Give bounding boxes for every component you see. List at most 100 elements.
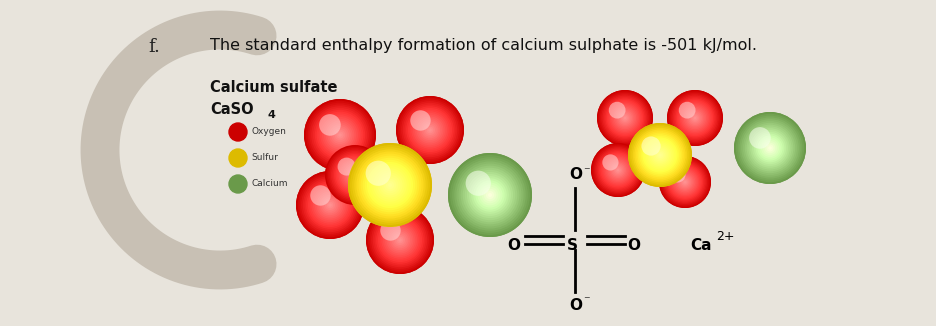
Circle shape (685, 108, 705, 128)
Circle shape (612, 105, 637, 131)
Circle shape (765, 142, 775, 154)
Circle shape (318, 193, 342, 217)
Circle shape (675, 171, 695, 192)
Circle shape (417, 116, 444, 143)
Circle shape (679, 102, 695, 119)
Text: 2+: 2+ (716, 230, 735, 243)
Circle shape (608, 101, 642, 135)
Circle shape (738, 116, 802, 180)
Circle shape (319, 114, 341, 136)
Circle shape (310, 104, 371, 166)
Text: Ca: Ca (690, 238, 711, 253)
Text: 4: 4 (268, 110, 276, 120)
Circle shape (592, 144, 644, 196)
Circle shape (310, 185, 350, 225)
Circle shape (641, 136, 680, 174)
Circle shape (652, 147, 668, 163)
Circle shape (649, 144, 671, 166)
Circle shape (369, 164, 411, 206)
Circle shape (641, 137, 661, 156)
Circle shape (673, 170, 696, 194)
Circle shape (482, 186, 498, 203)
Circle shape (659, 156, 711, 208)
Circle shape (452, 157, 528, 233)
Text: Oxygen: Oxygen (251, 127, 285, 137)
Circle shape (380, 220, 420, 260)
Circle shape (469, 174, 511, 216)
Circle shape (767, 144, 773, 152)
Circle shape (459, 164, 521, 227)
Circle shape (322, 117, 358, 153)
Circle shape (313, 188, 347, 222)
Circle shape (402, 101, 459, 159)
Text: f.: f. (148, 38, 160, 56)
Circle shape (457, 161, 523, 229)
Circle shape (395, 235, 405, 245)
Circle shape (623, 117, 626, 119)
Circle shape (429, 128, 431, 132)
Circle shape (378, 218, 422, 262)
Circle shape (630, 125, 691, 185)
Circle shape (301, 176, 358, 234)
Circle shape (327, 201, 333, 208)
Circle shape (681, 178, 689, 186)
Circle shape (617, 169, 620, 171)
Circle shape (377, 172, 402, 198)
Circle shape (677, 100, 713, 136)
Circle shape (642, 137, 678, 172)
Circle shape (739, 117, 800, 179)
Circle shape (471, 176, 509, 214)
Circle shape (462, 168, 518, 222)
Circle shape (680, 177, 690, 187)
Circle shape (671, 94, 719, 142)
Circle shape (601, 94, 649, 142)
Circle shape (311, 106, 369, 164)
Circle shape (763, 141, 777, 155)
Circle shape (373, 213, 427, 267)
Circle shape (334, 130, 345, 141)
Circle shape (665, 162, 705, 201)
Circle shape (380, 220, 401, 241)
Text: Calcium sulfate: Calcium sulfate (210, 80, 338, 95)
Circle shape (363, 158, 417, 212)
Circle shape (355, 149, 426, 221)
Circle shape (658, 154, 662, 156)
Circle shape (365, 160, 416, 210)
Circle shape (420, 120, 440, 140)
Circle shape (399, 238, 402, 242)
Circle shape (328, 148, 382, 202)
Circle shape (684, 107, 706, 129)
Circle shape (607, 159, 629, 181)
Circle shape (736, 114, 804, 182)
Circle shape (603, 155, 633, 185)
Circle shape (320, 195, 340, 215)
Circle shape (607, 100, 643, 136)
Circle shape (655, 150, 665, 160)
Text: S: S (567, 238, 578, 253)
Circle shape (450, 155, 530, 235)
Circle shape (753, 132, 786, 164)
Circle shape (388, 228, 412, 252)
Circle shape (599, 151, 636, 189)
Circle shape (693, 115, 698, 121)
Circle shape (474, 178, 506, 212)
Circle shape (338, 157, 356, 176)
Circle shape (745, 123, 796, 173)
Circle shape (597, 90, 653, 146)
Circle shape (346, 166, 364, 184)
Circle shape (371, 166, 409, 204)
Circle shape (326, 121, 355, 149)
Circle shape (328, 122, 353, 148)
Circle shape (320, 115, 359, 155)
Circle shape (348, 143, 432, 227)
Circle shape (410, 110, 450, 150)
Circle shape (385, 225, 416, 255)
Circle shape (384, 179, 396, 191)
Text: O: O (507, 238, 520, 253)
Circle shape (393, 233, 407, 247)
Circle shape (622, 115, 628, 121)
Circle shape (612, 165, 623, 175)
Circle shape (366, 206, 434, 274)
Circle shape (615, 108, 635, 128)
Circle shape (741, 119, 798, 177)
